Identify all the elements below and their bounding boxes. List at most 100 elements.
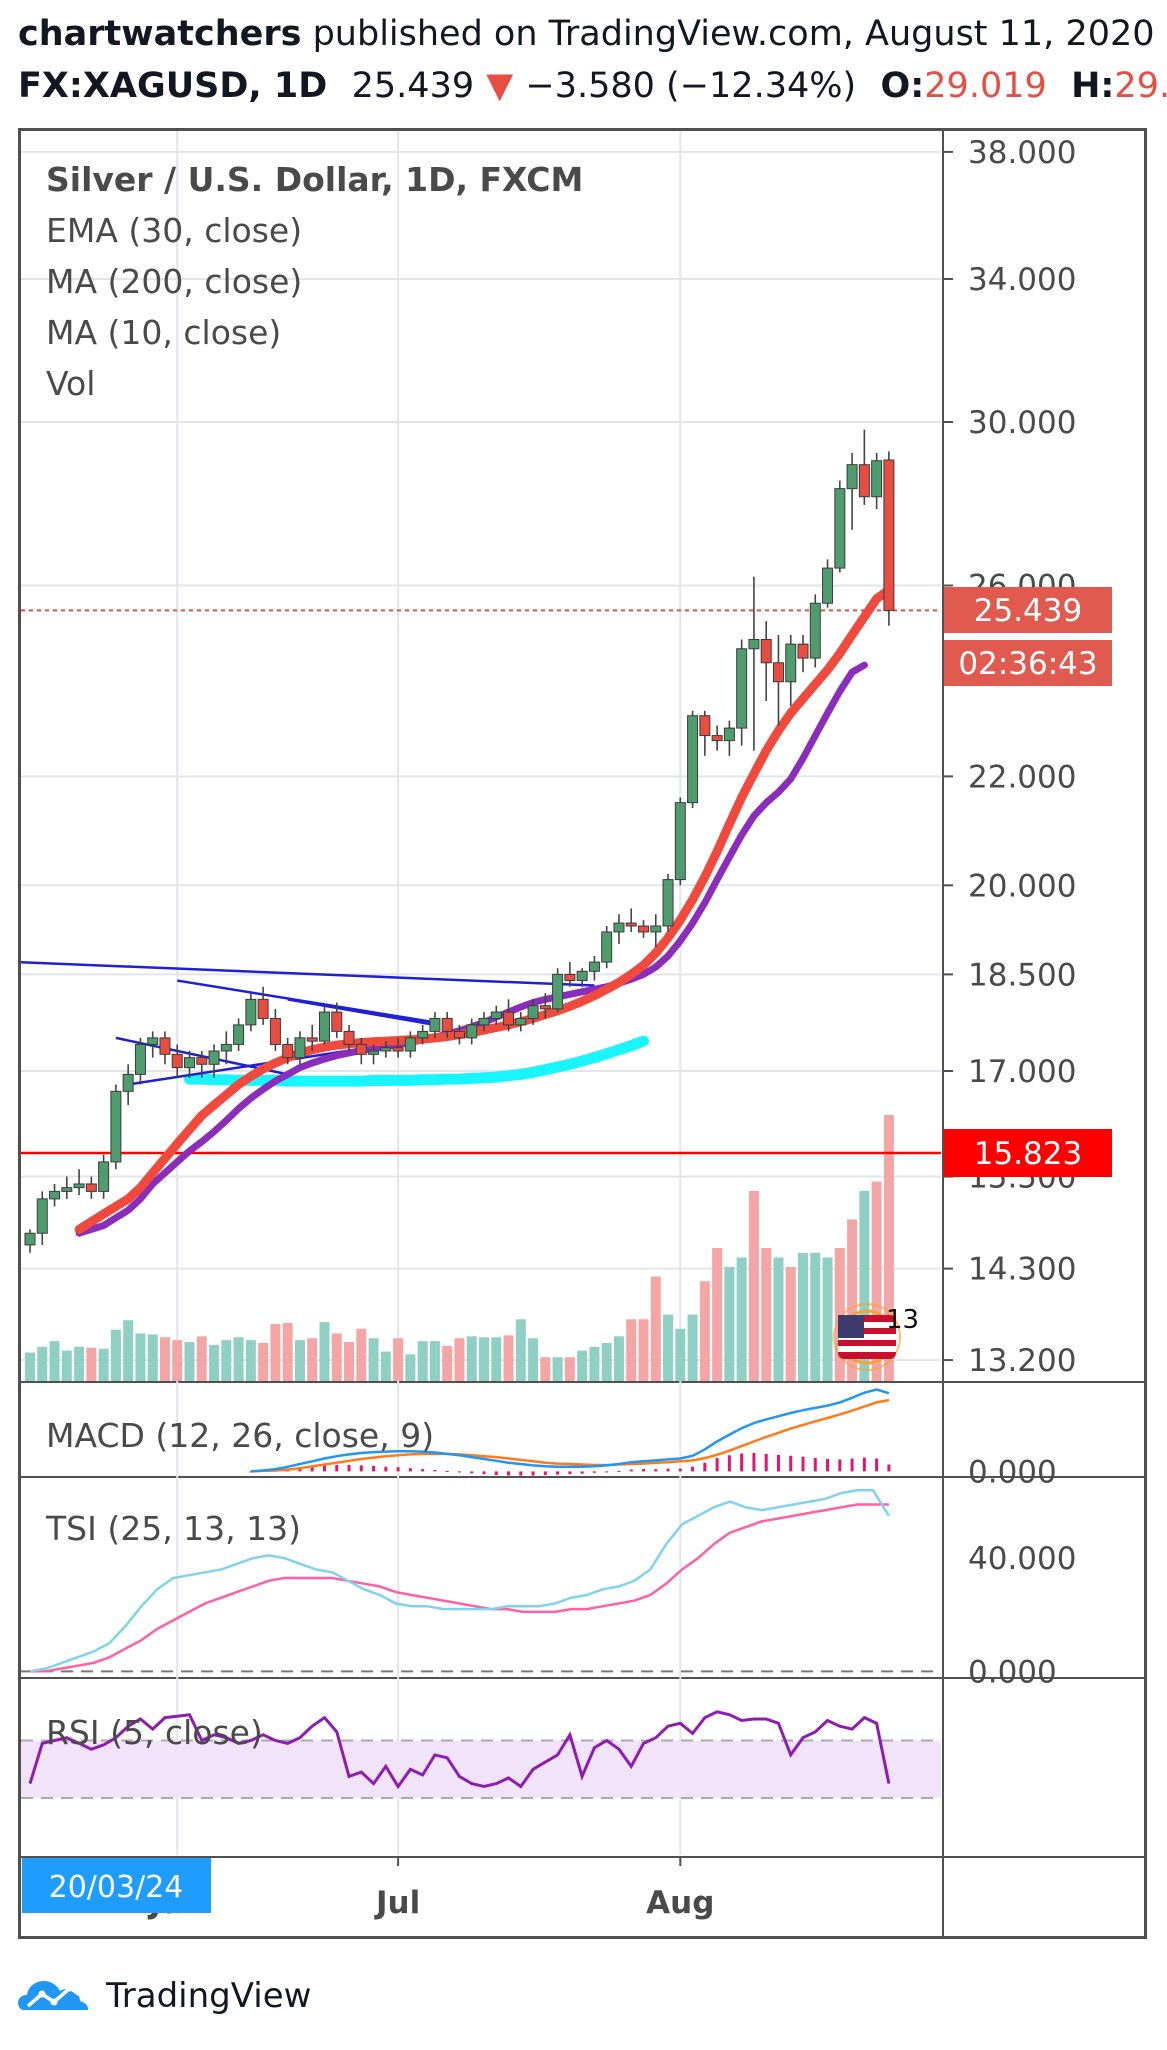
macd-histogram-bar (531, 1471, 535, 1476)
volume-bar (294, 1340, 305, 1381)
rsi-legend: RSI (5, close) (46, 1713, 263, 1752)
macd-histogram-bar (568, 1471, 572, 1475)
candle-body (478, 1017, 490, 1026)
tradingview-logo-icon (18, 1981, 88, 2010)
candle-body (662, 879, 674, 927)
countdown-badge-bg (944, 640, 1112, 686)
candle-body (122, 1073, 134, 1092)
volume-bar (37, 1346, 48, 1381)
macd-histogram-bar (703, 1462, 707, 1472)
legend-ema: EMA (30, close) (46, 211, 302, 250)
candle-body (785, 643, 797, 683)
macd-histogram-bar (408, 1468, 412, 1472)
candle-body (417, 1030, 429, 1039)
volume-bar (712, 1248, 723, 1381)
volume-bar (98, 1348, 109, 1381)
price-tick-label: 18.500 (968, 957, 1076, 993)
volume-bar (601, 1343, 612, 1381)
candle-body (392, 1047, 404, 1052)
flag-stripe-3 (838, 1346, 896, 1352)
macd-histogram-bar (347, 1464, 351, 1472)
volume-bar (638, 1319, 649, 1381)
macd-histogram-bar (727, 1455, 731, 1472)
volume-bar (454, 1338, 465, 1381)
x-tick-label: Jul (374, 1885, 420, 1921)
volume-bar (331, 1333, 342, 1381)
volume-bar (368, 1338, 379, 1381)
price-tick-label: 38.000 (968, 135, 1076, 171)
price-tick-label: 13.200 (968, 1343, 1076, 1379)
candle-body (233, 1024, 245, 1045)
volume-bar (147, 1334, 158, 1381)
volume-bar (810, 1252, 821, 1381)
macd-histogram-bar (310, 1466, 314, 1472)
candle-body (453, 1030, 465, 1039)
volume-bar (822, 1257, 833, 1381)
candle-body (613, 922, 625, 933)
footer-brand[interactable]: TradingView (18, 1970, 311, 2022)
candle-body (772, 662, 784, 683)
macd-histogram-bar (654, 1469, 658, 1472)
candle-body (380, 1047, 392, 1052)
chart-svg[interactable]: 38.00034.00030.00026.00022.00020.00018.5… (0, 0, 1167, 1960)
macd-histogram-bar (384, 1466, 388, 1472)
tsi-signal-line (30, 1503, 889, 1673)
macd-histogram-bar (666, 1468, 670, 1472)
ma200-layer (184, 1035, 649, 1087)
volume-bar (258, 1343, 269, 1381)
candle-body (687, 715, 699, 804)
open-value: 29.019 (924, 66, 1047, 106)
volume-bar (883, 1115, 894, 1381)
macd-histogram-bar (421, 1469, 425, 1472)
macd-histogram-bar (887, 1464, 891, 1472)
volume-bar (724, 1267, 735, 1381)
flag-stripe-2 (838, 1334, 896, 1340)
candle-body (294, 1037, 306, 1059)
legend-ma10: MA (10, close) (46, 313, 281, 352)
volume-bar (515, 1319, 526, 1381)
tsi-legend: TSI (25, 13, 13) (45, 1509, 301, 1548)
macd-histogram-bar (482, 1471, 486, 1475)
candle-body (49, 1190, 61, 1200)
candle-body (368, 1050, 380, 1055)
flag-stripe-1 (838, 1322, 896, 1328)
macd-histogram-bar (494, 1471, 498, 1476)
gridlines (21, 131, 1146, 1936)
volume-bar (613, 1336, 624, 1381)
macd-histogram-bar (396, 1467, 400, 1472)
candlesticks (24, 429, 895, 1253)
candle-body (834, 488, 846, 569)
candle-body (588, 961, 600, 972)
macd-histogram-bar (433, 1470, 437, 1472)
volume-bar (417, 1341, 428, 1381)
volume-bar (540, 1357, 551, 1381)
ema30-line (74, 585, 894, 1234)
candle-body (625, 922, 637, 927)
candle-body (871, 460, 883, 498)
macd-histogram-bar (764, 1453, 768, 1472)
candle-body (748, 639, 760, 650)
candle-body (723, 727, 735, 742)
volume-bar (25, 1352, 35, 1381)
macd-histogram-bar (826, 1458, 830, 1472)
price-tick-label: 22.000 (968, 759, 1076, 795)
countdown-badge: 02:36:43 (958, 646, 1097, 682)
macd-histogram-bar (359, 1465, 363, 1472)
symbol-label: FX:XAGUSD, 1D (18, 66, 328, 106)
level-badge: 15.823 (974, 1136, 1082, 1172)
candle-body (846, 464, 858, 490)
flag-marker[interactable]: 13 (833, 1303, 919, 1371)
volume-bar (663, 1314, 674, 1381)
candle-body (331, 1011, 343, 1032)
macd-histogram-bar (629, 1469, 633, 1472)
volume-bar (135, 1333, 146, 1381)
volume-bar (478, 1337, 489, 1381)
volume-bar (503, 1335, 514, 1381)
candle-body (711, 735, 723, 742)
macd-histogram-bar (605, 1471, 609, 1473)
volume-bar (184, 1342, 195, 1381)
candle-body (61, 1187, 73, 1192)
macd-histogram-bar (740, 1453, 744, 1472)
macd-histogram-bar (372, 1465, 376, 1472)
price-tick-label: 14.300 (968, 1252, 1076, 1288)
